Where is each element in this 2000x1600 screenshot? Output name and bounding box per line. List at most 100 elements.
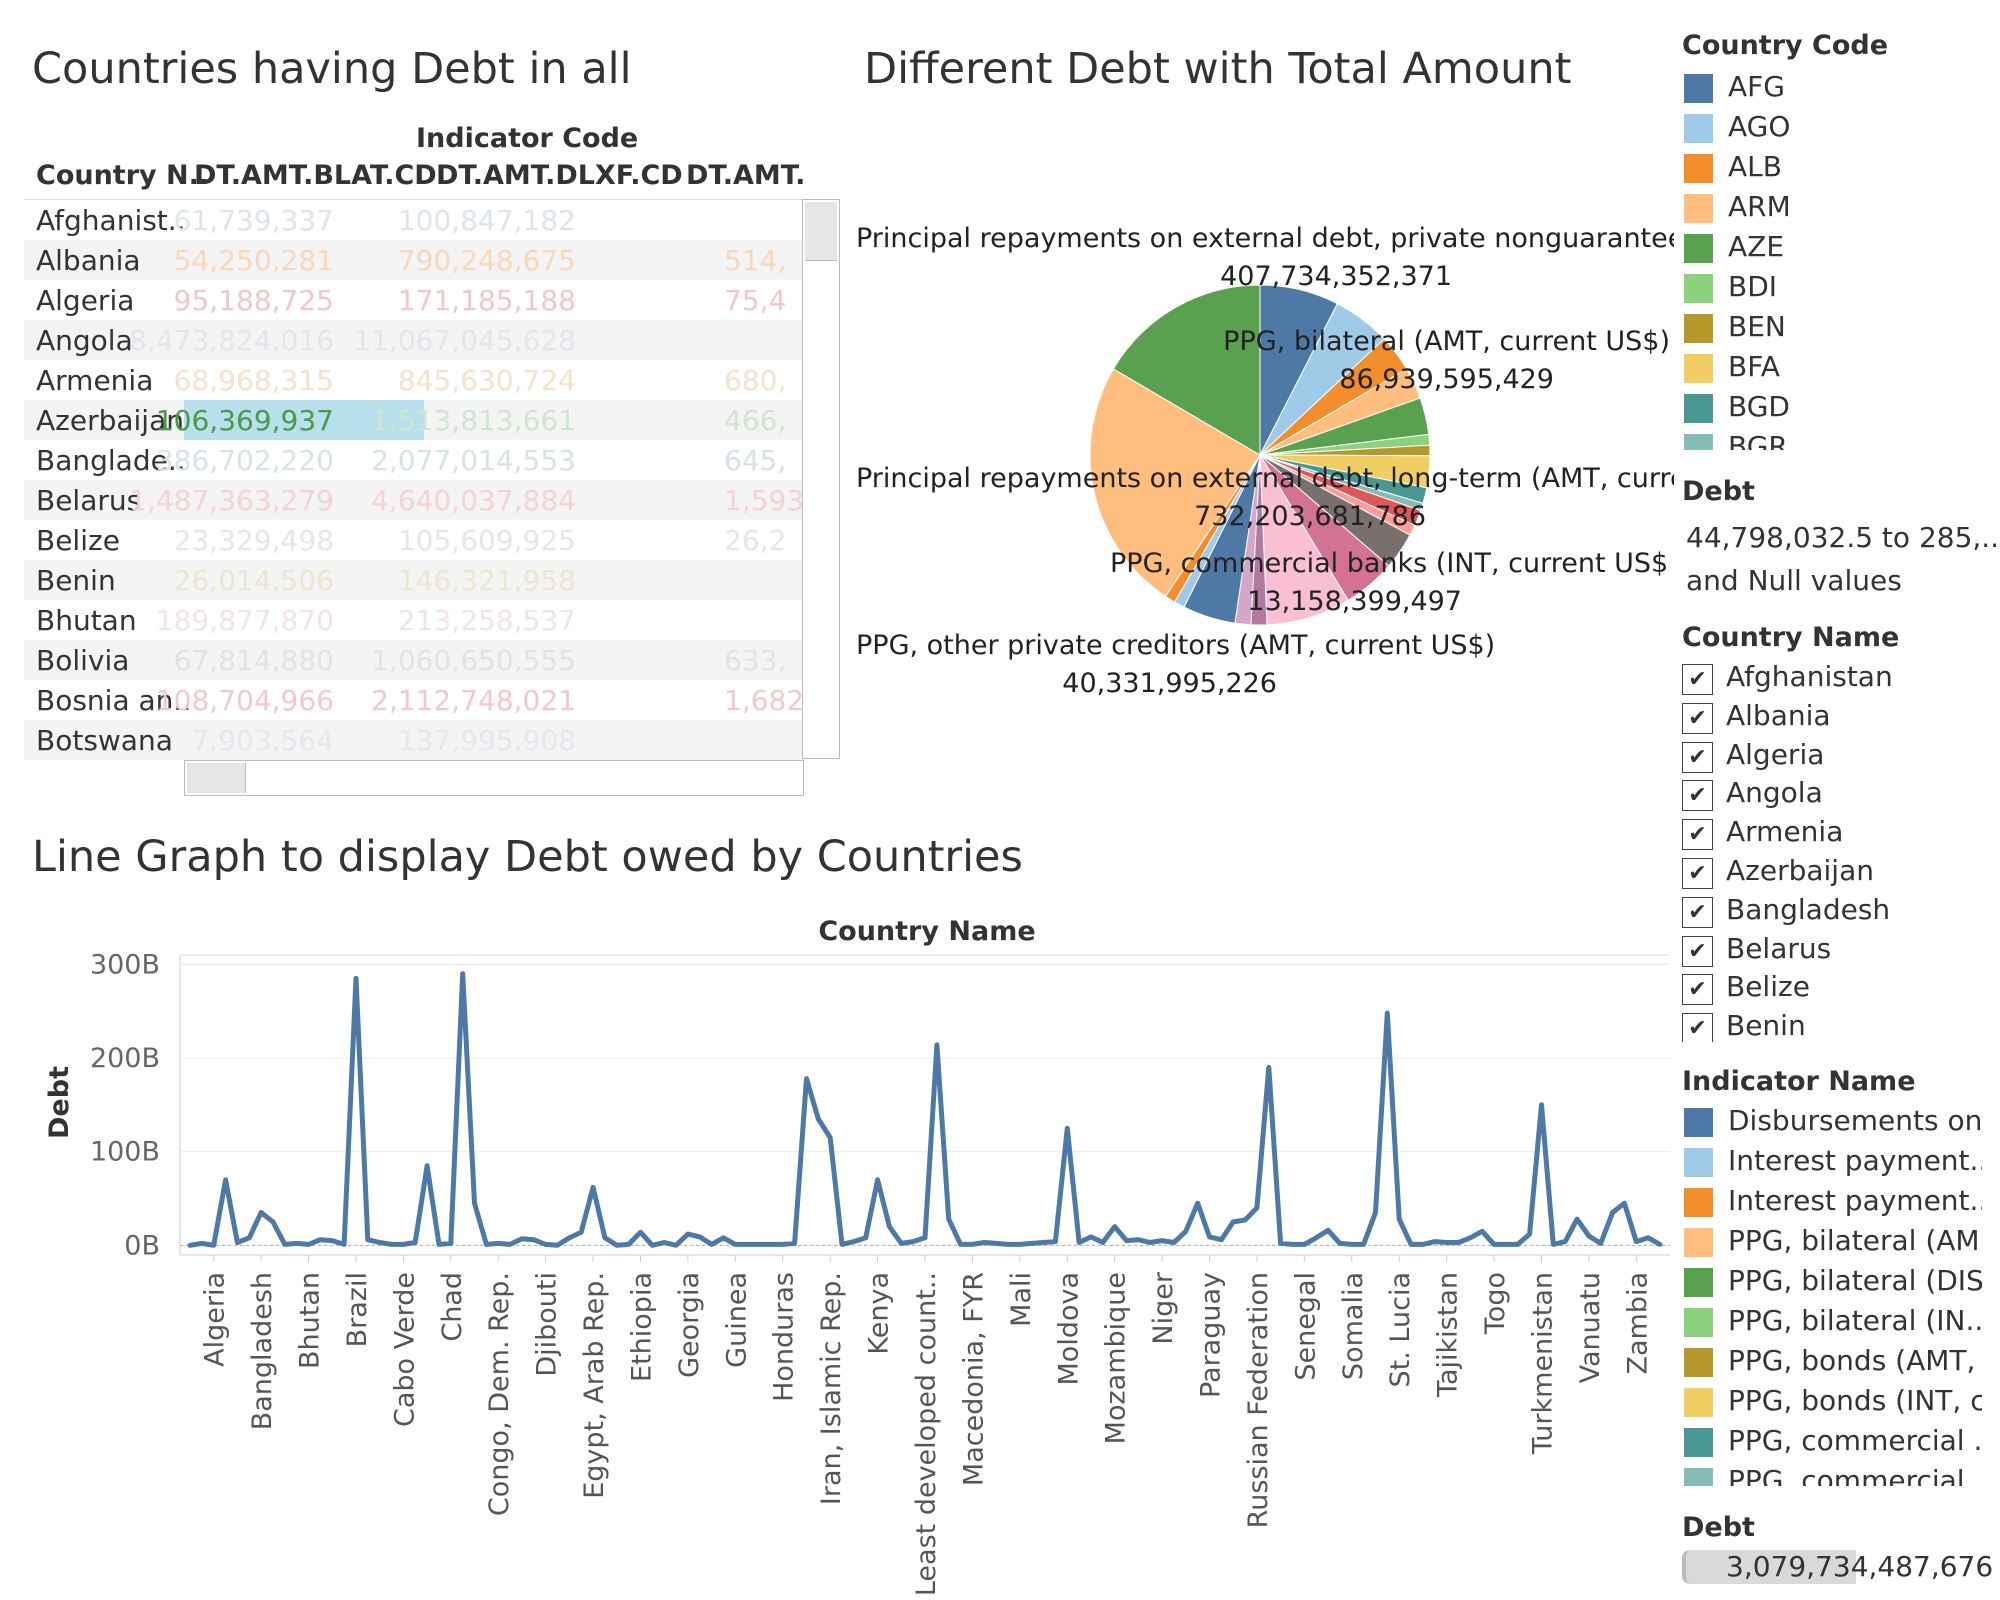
cell-blat[interactable]: 54,250,281 [173,244,334,277]
cell-blat[interactable]: 7,903,564 [191,724,334,757]
table-row[interactable]: Belize 23,329,498 105,609,925 26,2 [24,520,804,560]
cell-blat[interactable]: 386,702,220 [155,444,334,477]
legend-swatch [1684,1348,1713,1377]
column-header-country[interactable]: Country N.. [36,160,210,191]
cell-dlxf[interactable]: 11,067,045,628 [353,324,576,357]
column-header-dlxf[interactable]: DT.AMT.DLXF.CD [436,160,683,191]
table-row[interactable]: Bosnia an.. 108,704,966 2,112,748,021 1,682… [24,680,804,720]
checkbox[interactable]: ✔ [1682,858,1713,889]
legend-swatch [1684,1268,1713,1297]
horizontal-scrollbar[interactable] [184,760,804,796]
cell-blat[interactable]: 61,739,337 [173,204,334,237]
cell-dlxf[interactable]: 137,995,908 [397,724,576,757]
cell-dlxf[interactable]: 2,077,014,553 [371,444,576,477]
country-filter-label: Angola [1726,776,1823,810]
cell-blat[interactable]: 1,487,363,279 [129,484,334,517]
debt-filter-null[interactable]: and Null values [1686,564,1902,597]
y-axis-label: Debt [44,1066,75,1139]
line-title: Line Graph to display Debt owed by Count… [32,832,1023,882]
x-tick-label: Macedonia, FYR [958,1272,989,1486]
checkbox[interactable]: ✔ [1682,780,1713,812]
pie-slice[interactable] [1089,368,1261,598]
cell-dlxf[interactable]: 790,248,675 [397,244,576,277]
legend-swatch [1684,354,1713,383]
highlighted-cell[interactable] [184,400,424,440]
cell-dlxf[interactable]: 4,640,037,884 [371,484,576,517]
pie-slice[interactable] [1112,284,1261,456]
column-header-amt[interactable]: DT.AMT. [686,160,806,191]
cell-amt[interactable]: 26,2 [724,524,787,557]
table-row[interactable]: Bhutan 189,877,870 213,258,537 [24,600,804,640]
indicator-code-header: Indicator Code [416,123,639,154]
table-row[interactable]: Afghanist.. 61,739,337 100,847,182 [24,200,804,240]
table-row[interactable]: Algeria 95,188,725 171,185,188 75,4 [24,280,804,320]
x-tick-label: Mali [1006,1272,1037,1327]
cell-blat[interactable]: 108,704,966 [155,684,334,717]
cell-amt[interactable]: 1,593, [724,484,804,517]
checkbox[interactable]: ✔ [1682,741,1713,773]
table-row[interactable]: Azerbaijan 106,369,937 1,513,813,661 466, [24,400,804,440]
cell-blat[interactable]: 26,014,506 [173,564,334,597]
cell-amt[interactable]: 466, [724,404,787,437]
vertical-scrollbar[interactable] [802,199,840,759]
checkbox[interactable]: ✔ [1682,664,1713,695]
cell-blat[interactable]: 23,329,498 [173,524,334,557]
cell-dlxf[interactable]: 100,847,182 [397,204,576,237]
cell-dlxf[interactable]: 1,513,813,661 [371,404,576,437]
legend-label: PPG, bonds (INT, c.. [1728,1384,1982,1417]
cell-blat[interactable]: 106,369,937 [155,404,334,437]
horizontal-scroll-thumb[interactable] [187,763,246,793]
vertical-scroll-thumb[interactable] [805,202,837,261]
table-row[interactable]: Botswana 7,903,564 137,995,908 [24,720,804,760]
legend-label: BGR [1728,430,1788,450]
cell-amt[interactable]: 514, [724,244,787,277]
checkbox[interactable]: ✔ [1682,1013,1713,1042]
table-row[interactable]: Banglade.. 386,702,220 2,077,014,553 645, [24,440,804,480]
table-row[interactable]: Bolivia 67,814,880 1,060,650,555 633, [24,640,804,680]
cell-dlxf[interactable]: 146,321,958 [397,564,576,597]
cell-dlxf[interactable]: 171,185,188 [397,284,576,317]
checkbox[interactable]: ✔ [1682,935,1713,967]
table-row[interactable]: Armenia 68,968,315 845,630,724 680, [24,360,804,400]
checkbox[interactable]: ✔ [1682,974,1713,1006]
cell-dlxf[interactable]: 1,060,650,555 [371,644,576,677]
checkbox[interactable]: ✔ [1682,702,1713,734]
pie-label-name: Principal repayments on external debt, l… [856,463,1674,494]
pie-label-name: PPG, other private creditors (AMT, curre… [856,630,1496,661]
cell-amt[interactable]: 75,4 [724,284,787,317]
column-header-blat[interactable]: DT.AMT.BLAT.CD [194,160,437,191]
cell-blat[interactable]: 67,814,880 [173,644,334,677]
cell-dlxf[interactable]: 213,258,537 [397,604,576,637]
legend-swatch [1684,194,1713,223]
x-tick-label: Congo, Dem. Rep. [484,1272,515,1516]
cell-blat[interactable]: 95,188,725 [173,284,334,317]
cell-dlxf[interactable]: 105,609,925 [397,524,576,557]
indicator-legend-title: Indicator Name [1682,1066,1916,1097]
cell-amt[interactable]: 1,682, [724,684,804,717]
cell-amt[interactable]: 680, [724,364,787,397]
table-row[interactable]: Angola 8,473,824,016 11,067,045,628 [24,320,804,360]
cell-blat[interactable]: 8,473,824,016 [129,324,334,357]
cell-blat[interactable]: 68,968,315 [173,364,334,397]
checkbox[interactable]: ✔ [1682,896,1713,928]
cell-blat[interactable]: 189,877,870 [155,604,334,637]
table-row[interactable]: Benin 26,014,506 146,321,958 [24,560,804,600]
cell-dlxf[interactable]: 845,630,724 [397,364,576,397]
cell-amt[interactable]: 645, [724,444,787,477]
row-country-name: Angola [36,324,133,357]
indicator-list: Disbursements on.. Interest payment.. Inte… [1682,1104,1982,1486]
cell-amt[interactable]: 633, [724,644,787,677]
cell-dlxf[interactable]: 2,112,748,021 [371,684,576,717]
row-country-name: Algeria [36,284,135,317]
x-tick-label: Egypt, Arab Rep. [579,1272,610,1499]
checkbox[interactable]: ✔ [1682,819,1713,851]
debt-filter-range[interactable]: 44,798,032.5 to 285,.. [1686,521,2000,554]
table-row[interactable]: Albania 54,250,281 790,248,675 514, [24,240,804,280]
legend-swatch [1684,114,1713,143]
debt-size-title: Debt [1682,1512,1755,1543]
legend-swatch [1684,74,1713,103]
debt-line[interactable] [187,971,1663,1248]
pie-label-value: 40,331,995,226 [1062,668,1277,699]
row-country-name: Banglade.. [36,444,186,477]
